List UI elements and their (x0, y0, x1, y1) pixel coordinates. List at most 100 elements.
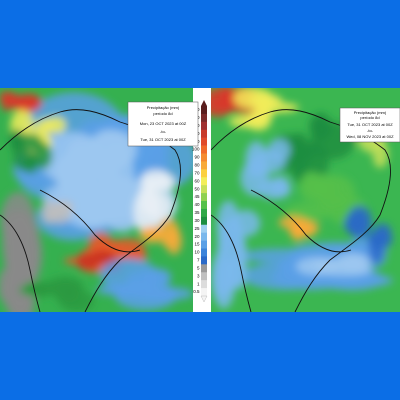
legend-separator: -to- (367, 128, 374, 133)
colorbar-label: 10 (194, 250, 200, 255)
rain-blob (14, 97, 37, 114)
colorbar-label: 35 (194, 210, 200, 215)
rain-blob (165, 227, 182, 255)
colorbar-swatch (201, 208, 207, 218)
rain-blob (309, 112, 332, 141)
rain-blob (32, 142, 53, 169)
colorbar-swatch (201, 216, 207, 226)
rain-blob (54, 152, 96, 189)
colorbar-swatch (201, 113, 207, 123)
colorbar-swatch (201, 161, 207, 170)
colorbar-label: 80 (194, 163, 200, 168)
colorbar-swatch (201, 272, 207, 281)
rain-blob (15, 133, 43, 151)
colorbar-swatch (201, 121, 207, 131)
colorbar-swatch (201, 129, 207, 138)
colorbar-swatch (201, 280, 207, 289)
colorbar-arrow (200, 295, 208, 303)
colorbar-label: 60 (194, 178, 200, 183)
rain-blob (240, 160, 270, 196)
colorbar-swatch (201, 240, 207, 249)
rain-blob (211, 246, 237, 309)
map-right (211, 88, 400, 312)
rain-blob (13, 148, 35, 172)
colorbar-label: 15 (194, 242, 200, 247)
legend-start: Tue, 31 OCT 2023 at 00Z (347, 122, 393, 127)
rain-blob (293, 141, 329, 183)
colorbar-swatch (201, 256, 207, 265)
rain-blob (54, 200, 74, 213)
rain-blob (138, 226, 166, 241)
colorbar-label: 5 (197, 265, 200, 270)
colorbar-swatch (201, 224, 207, 233)
country-borders (0, 109, 181, 312)
legend-end: Tue, 31 OCT 2023 at 00Z (140, 137, 186, 142)
colorbar-label: 20 (194, 234, 200, 239)
rain-blob (211, 98, 233, 118)
colorbar-swatch (201, 264, 207, 273)
colorbar-label: 7 (197, 258, 200, 263)
colorbar-swatch (201, 177, 207, 186)
colorbar-swatch (201, 106, 207, 115)
colorbar-label: 40 (194, 202, 200, 207)
rain-blob (290, 220, 319, 236)
colorbar-label: 0.5 (193, 289, 200, 294)
colorbar-swatch (201, 153, 207, 162)
legend-separator: -to- (160, 129, 167, 134)
legend-frame (127, 101, 199, 147)
country-borders (211, 109, 391, 312)
rain-blob (44, 116, 67, 134)
rain-blob (45, 211, 60, 221)
colorbar-label: 30 (194, 218, 200, 223)
colorbar-label: 1 (197, 281, 200, 286)
rain-blob (76, 253, 101, 270)
colorbar-swatch (201, 193, 207, 202)
legend-box: Precipitação (mm) período 8d Mon, 23 OCT… (127, 101, 199, 147)
legend-frame (339, 107, 400, 143)
rain-blob (22, 280, 56, 298)
rain-blob (76, 186, 150, 217)
colorbar-label: 25 (194, 226, 200, 231)
rain-blob (87, 129, 132, 174)
legend-title: Precipitação (mm) (354, 110, 387, 115)
rain-blob (87, 242, 123, 253)
rain-blob (233, 88, 274, 110)
rain-blob (245, 110, 272, 131)
colorbar-swatch (201, 169, 207, 178)
legend-period: período 8d (153, 111, 172, 116)
rain-blob (366, 230, 393, 249)
colorbar-label: 70 (194, 170, 200, 175)
rain-blob (102, 252, 117, 261)
rain-blob (267, 138, 291, 162)
rain-blob (347, 205, 372, 239)
colorbar-label: 3 (197, 273, 200, 278)
rain-blob (10, 211, 41, 281)
rain-blob (299, 171, 321, 202)
legend-box: Precipitação (mm) período 8d Tue, 31 OCT… (339, 107, 400, 143)
colorbar-swatch (201, 137, 207, 146)
precip-field (211, 88, 400, 309)
legend-period: período 8d (360, 115, 379, 120)
colorbar-arrow (201, 100, 207, 106)
rain-blob (45, 276, 84, 297)
legend-end: Wed, 08 NOV 2023 at 00Z (346, 134, 394, 139)
legend-start: Mon, 23 OCT 2023 at 00Z (140, 121, 187, 126)
colorbar-label: 50 (194, 186, 200, 191)
map-left (0, 88, 193, 312)
rain-blob (233, 235, 248, 289)
rain-blob (310, 261, 359, 270)
colorbar-swatch (201, 232, 207, 241)
rain-blob (372, 139, 389, 169)
colorbar-label: 90 (194, 155, 200, 160)
colorbar-swatch (201, 145, 207, 154)
legend-title: Precipitação (mm) (147, 105, 180, 110)
colorbar-label: 100 (192, 147, 200, 152)
rain-blob (285, 202, 333, 221)
colorbar-label: 45 (194, 194, 200, 199)
colorbar-swatch (201, 201, 207, 210)
colorbar-swatch (201, 248, 207, 257)
rain-blob (147, 192, 174, 222)
colorbar-swatch (201, 185, 207, 194)
rain-blob (240, 248, 325, 264)
